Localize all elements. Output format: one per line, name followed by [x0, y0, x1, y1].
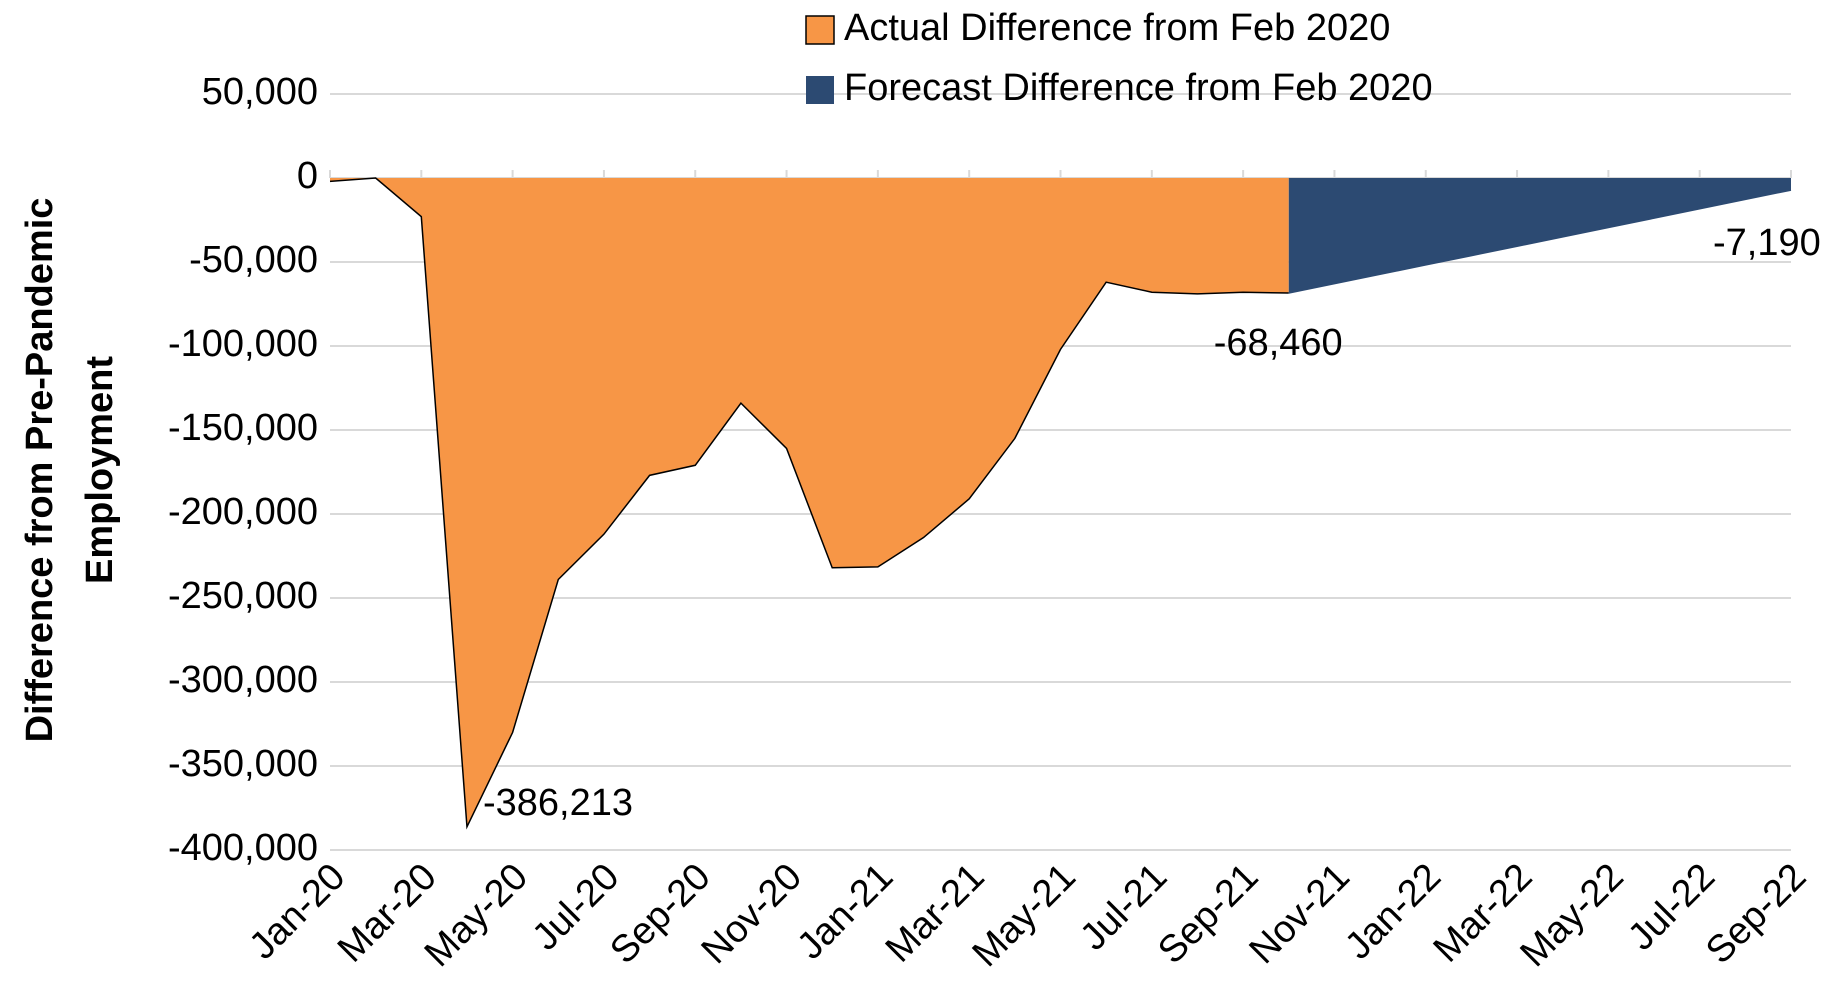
x-tick-label: Nov-20	[694, 856, 810, 972]
x-tick-label: Sep-21	[1150, 856, 1266, 972]
legend-swatch	[806, 76, 834, 104]
x-tick-label: Sep-20	[602, 856, 718, 972]
y-tick-label: -50,000	[189, 239, 318, 281]
x-tick-label: May-20	[417, 856, 536, 975]
data-label: -68,460	[1214, 322, 1343, 364]
area	[1288, 178, 1791, 294]
legend-label: Actual Difference from Feb 2020	[844, 7, 1390, 49]
y-tick-label: 0	[297, 155, 318, 197]
area	[330, 178, 1289, 827]
y-tick-label: -350,000	[168, 743, 318, 785]
y-tick-label: -200,000	[168, 491, 318, 533]
legend-label: Forecast Difference from Feb 2020	[844, 67, 1433, 109]
y-tick-label: -100,000	[168, 323, 318, 365]
x-tick-label: Jan-20	[242, 856, 354, 968]
y-axis-title: Difference from Pre-Pandemic	[19, 198, 61, 743]
y-tick-label: 50,000	[202, 71, 318, 113]
y-tick-label: -300,000	[168, 659, 318, 701]
x-tick-label: May-21	[965, 856, 1084, 975]
x-tick-label: Jan-21	[789, 856, 901, 968]
x-tick-label: Nov-21	[1242, 856, 1358, 972]
data-label: -386,213	[483, 782, 633, 824]
area-outline	[329, 177, 1289, 830]
x-tick-label: May-22	[1513, 856, 1632, 975]
y-axis-title: Employment	[79, 356, 121, 584]
data-label: -7,190	[1713, 222, 1821, 264]
legend-swatch	[805, 15, 835, 45]
y-tick-label: -250,000	[168, 575, 318, 617]
y-tick-label: -400,000	[168, 827, 318, 869]
x-tick-label: Sep-22	[1698, 856, 1814, 972]
x-tick-label: Jan-22	[1337, 856, 1449, 968]
area-outline	[1288, 189, 1792, 294]
y-tick-label: -150,000	[168, 407, 318, 449]
